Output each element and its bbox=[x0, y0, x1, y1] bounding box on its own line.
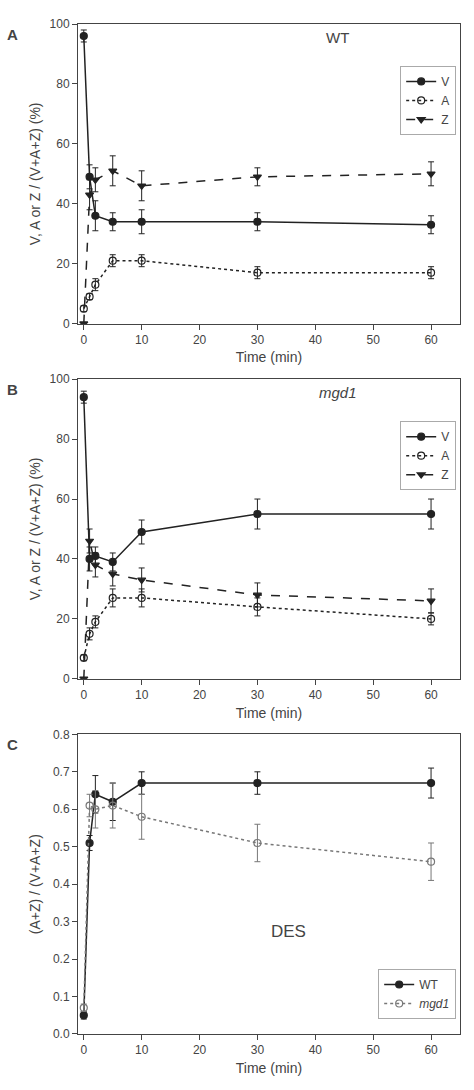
svg-text:WT: WT bbox=[326, 29, 349, 46]
svg-text:80: 80 bbox=[56, 432, 70, 446]
svg-text:20: 20 bbox=[193, 688, 207, 702]
svg-text:(A+Z) / (V+A+Z): (A+Z) / (V+A+Z) bbox=[27, 834, 43, 934]
svg-text:A: A bbox=[7, 26, 18, 43]
svg-text:20: 20 bbox=[56, 612, 70, 626]
svg-text:40: 40 bbox=[309, 1043, 323, 1057]
svg-text:0: 0 bbox=[63, 317, 70, 331]
svg-text:0: 0 bbox=[80, 688, 87, 702]
svg-text:Z: Z bbox=[441, 468, 448, 482]
svg-text:100: 100 bbox=[50, 372, 70, 386]
svg-text:C: C bbox=[7, 736, 18, 753]
svg-text:mgd1: mgd1 bbox=[419, 997, 449, 1011]
svg-text:V, A or Z / (V+A+Z) (%): V, A or Z / (V+A+Z) (%) bbox=[27, 458, 43, 601]
svg-text:B: B bbox=[7, 381, 18, 398]
svg-text:20: 20 bbox=[193, 1043, 207, 1057]
svg-text:WT: WT bbox=[419, 978, 438, 992]
svg-text:0: 0 bbox=[63, 672, 70, 686]
svg-text:20: 20 bbox=[56, 257, 70, 271]
svg-text:50: 50 bbox=[367, 1043, 381, 1057]
svg-text:10: 10 bbox=[135, 333, 149, 347]
svg-text:0: 0 bbox=[80, 333, 87, 347]
svg-text:60: 60 bbox=[424, 688, 438, 702]
svg-text:60: 60 bbox=[56, 137, 70, 151]
svg-text:30: 30 bbox=[251, 1043, 265, 1057]
svg-text:0: 0 bbox=[80, 1043, 87, 1057]
svg-text:Time (min): Time (min) bbox=[236, 705, 302, 721]
svg-text:0.8: 0.8 bbox=[53, 728, 70, 742]
svg-text:30: 30 bbox=[251, 333, 265, 347]
svg-text:100: 100 bbox=[50, 17, 70, 31]
svg-text:60: 60 bbox=[56, 492, 70, 506]
svg-text:60: 60 bbox=[424, 1043, 438, 1057]
svg-text:A: A bbox=[441, 94, 449, 108]
svg-text:0.2: 0.2 bbox=[53, 952, 70, 966]
svg-text:60: 60 bbox=[424, 333, 438, 347]
svg-text:50: 50 bbox=[367, 688, 381, 702]
svg-text:10: 10 bbox=[135, 688, 149, 702]
svg-text:50: 50 bbox=[367, 333, 381, 347]
svg-text:V: V bbox=[441, 75, 449, 89]
svg-text:40: 40 bbox=[309, 333, 323, 347]
svg-text:40: 40 bbox=[56, 552, 70, 566]
svg-text:0.4: 0.4 bbox=[53, 877, 70, 891]
svg-text:10: 10 bbox=[135, 1043, 149, 1057]
svg-text:0.1: 0.1 bbox=[53, 990, 70, 1004]
svg-text:40: 40 bbox=[56, 197, 70, 211]
svg-text:80: 80 bbox=[56, 77, 70, 91]
svg-text:V, A or Z / (V+A+Z) (%): V, A or Z / (V+A+Z) (%) bbox=[27, 102, 43, 245]
svg-text:Time (min): Time (min) bbox=[236, 1060, 302, 1076]
svg-text:mgd1: mgd1 bbox=[319, 384, 357, 401]
svg-text:Z: Z bbox=[441, 113, 448, 127]
svg-text:30: 30 bbox=[251, 688, 265, 702]
svg-text:V: V bbox=[441, 430, 449, 444]
svg-text:0.0: 0.0 bbox=[53, 1027, 70, 1041]
svg-text:40: 40 bbox=[309, 688, 323, 702]
svg-text:0.3: 0.3 bbox=[53, 915, 70, 929]
svg-text:Time (min): Time (min) bbox=[236, 349, 302, 365]
svg-text:20: 20 bbox=[193, 333, 207, 347]
svg-text:A: A bbox=[441, 449, 449, 463]
svg-text:DES: DES bbox=[271, 922, 306, 941]
svg-text:0.7: 0.7 bbox=[53, 765, 70, 779]
svg-text:0.6: 0.6 bbox=[53, 802, 70, 816]
svg-text:0.5: 0.5 bbox=[53, 840, 70, 854]
